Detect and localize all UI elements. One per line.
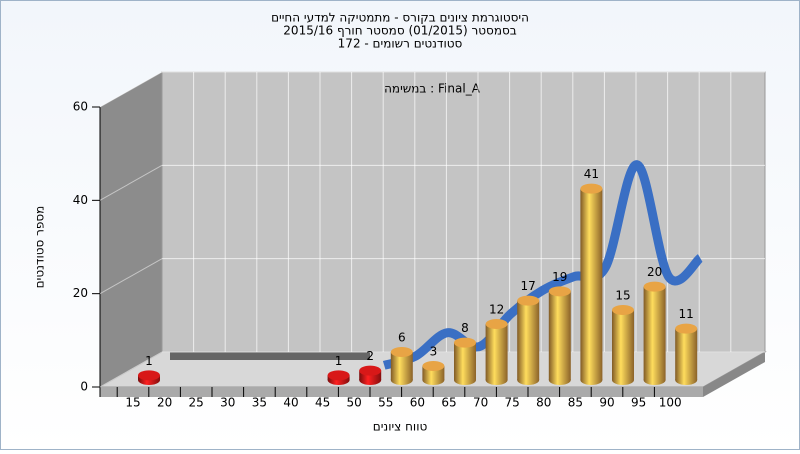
x-tick-label: 70 — [473, 396, 488, 410]
bar — [327, 370, 350, 385]
left-wall — [100, 72, 162, 387]
x-tick-label: 90 — [599, 396, 614, 410]
grid-line — [99, 351, 163, 388]
data-label: 1 — [335, 354, 343, 368]
x-tick-label: 50 — [347, 396, 362, 410]
bar-body — [485, 324, 508, 380]
x-tick-label: 65 — [441, 396, 456, 410]
x-tick-label: 15 — [125, 396, 140, 410]
x-tick-label: 30 — [220, 396, 235, 410]
bar — [675, 323, 698, 385]
bar-top — [390, 347, 413, 357]
x-tick-label: 80 — [536, 396, 551, 410]
bar — [359, 365, 382, 385]
x-tick-label: 45 — [315, 396, 330, 410]
title-line: היסטוגרמת ציונים בקורס - מתמטיקה למדעי ה… — [271, 11, 529, 25]
bar-body — [643, 286, 666, 380]
bar — [612, 305, 634, 385]
x-axis-label: טווח ציונים — [373, 420, 428, 434]
data-label: 8 — [461, 321, 469, 335]
x-tick-label: 55 — [378, 396, 393, 410]
y-tick-label: 40 — [73, 193, 88, 207]
data-label: 15 — [615, 289, 630, 303]
bar-body — [612, 310, 634, 380]
grid-line — [99, 258, 163, 295]
bar — [485, 319, 508, 385]
bar-top — [675, 323, 698, 334]
data-label: 12 — [489, 303, 504, 317]
bar-body — [580, 188, 603, 380]
bar-top — [548, 286, 571, 297]
annotation: במשימה : Final_A — [384, 82, 481, 96]
bar — [390, 347, 413, 385]
bar — [422, 361, 445, 385]
x-tick-label: 85 — [568, 396, 583, 410]
bar-top — [517, 295, 540, 306]
bar-top — [327, 370, 350, 381]
x-tick-label: 60 — [410, 396, 425, 410]
x-tick-label: 75 — [505, 396, 520, 410]
bar — [643, 281, 666, 385]
title-line: 172 - סטודנטים רשומים — [338, 37, 463, 51]
floor-edge — [703, 352, 765, 397]
y-tick-label: 0 — [80, 380, 88, 394]
x-tick-label: 40 — [283, 396, 298, 410]
data-label: 1 — [145, 354, 153, 368]
bar-top — [359, 365, 382, 376]
y-tick-label: 20 — [73, 286, 88, 300]
bar — [580, 183, 603, 385]
y-axis-label: מספר סטודנטים — [33, 206, 47, 289]
data-label: 41 — [584, 167, 599, 181]
bar-body — [390, 352, 413, 380]
data-label: 6 — [398, 331, 406, 345]
bar-top — [643, 281, 666, 292]
bar-top — [422, 361, 445, 371]
grid-line — [99, 71, 163, 108]
y-tick-label: 60 — [73, 100, 88, 114]
bar — [454, 337, 476, 385]
bar-top — [138, 370, 160, 381]
bar-body — [548, 291, 571, 380]
x-tick-label: 35 — [252, 396, 267, 410]
data-label: 2 — [366, 349, 374, 363]
x-tick-label: 20 — [157, 396, 172, 410]
bar-body — [675, 328, 698, 380]
data-label: 19 — [552, 270, 567, 284]
grid-line — [99, 164, 163, 201]
trend-line — [382, 160, 704, 370]
bar — [548, 286, 571, 385]
bar-body — [517, 300, 540, 380]
x-tick-label: 100 — [659, 396, 682, 410]
floor-strip — [170, 352, 370, 360]
bar — [517, 295, 540, 385]
bar-body — [454, 342, 476, 380]
bar-top — [454, 337, 476, 348]
data-label: 11 — [679, 307, 694, 321]
data-label: 3 — [430, 345, 438, 359]
x-tick-label: 25 — [189, 396, 204, 410]
bar-top — [612, 305, 634, 315]
data-label: 20 — [647, 265, 662, 279]
data-label: 17 — [521, 279, 536, 293]
bar-top — [580, 183, 603, 194]
back-wall — [161, 71, 766, 353]
title-line: בסמסטר (01/2015) סמסטר חורף 2015/16 — [283, 24, 516, 38]
bar-top — [485, 319, 508, 329]
x-tick-label: 95 — [631, 396, 646, 410]
bar — [138, 370, 160, 385]
